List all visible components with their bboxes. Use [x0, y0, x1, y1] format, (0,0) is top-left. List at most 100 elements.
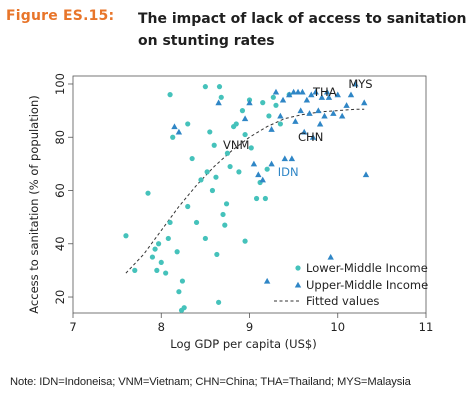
lower-middle-point [202, 235, 208, 242]
lower-middle-point [198, 177, 204, 183]
upper-middle-point [241, 115, 249, 122]
upper-middle-point [312, 88, 319, 95]
upper-middle-point [268, 160, 275, 167]
upper-middle-point [327, 253, 334, 260]
lower-middle-point [264, 166, 270, 172]
x-tick-label: 10 [330, 320, 345, 334]
y-axis-title: Access to sanitation (% of population) [27, 95, 41, 313]
upper-middle-point [343, 102, 350, 108]
lower-middle-point [185, 203, 191, 210]
lower-middle-point [202, 84, 208, 90]
upper-middle-point [321, 112, 328, 119]
y-tick-label: 100 [53, 73, 67, 95]
lower-middle-point [154, 267, 160, 273]
x-tick-label: 11 [419, 320, 434, 334]
upper-middle-point [175, 128, 183, 135]
upper-middle-point [279, 96, 287, 103]
upper-middle-point [303, 96, 311, 103]
upper-middle-point [255, 171, 262, 178]
y-tick-label: 80 [53, 130, 67, 145]
legend-upper-middle-marker [294, 281, 302, 288]
upper-middle-point [171, 123, 178, 130]
country-label: MYS [348, 77, 372, 91]
upper-middle-point [316, 120, 324, 127]
upper-middle-point [259, 176, 266, 183]
fitted-line [125, 108, 365, 274]
lower-middle-point [270, 94, 276, 100]
lower-middle-point [152, 246, 158, 252]
lower-middle-point [156, 241, 162, 247]
lower-middle-point [204, 169, 210, 175]
lower-middle-point [242, 131, 248, 138]
country-label: THA [312, 85, 337, 99]
footnote: Note: IDN=Indoneisa; VNM=Vietnam; CHN=Ch… [10, 376, 411, 388]
upper-middle-point [362, 171, 370, 178]
lower-middle-point [193, 219, 200, 226]
lower-middle-point [227, 163, 233, 170]
lower-middle-point [179, 278, 186, 284]
upper-middle-point [308, 91, 315, 98]
y-tick-label: 60 [53, 183, 67, 198]
lower-middle-point [181, 305, 187, 311]
lower-middle-point [220, 211, 226, 218]
upper-middle-point [315, 107, 322, 114]
upper-middle-point [292, 118, 299, 124]
x-tick-label: 7 [69, 320, 76, 334]
upper-middle-point [306, 110, 313, 116]
lower-middle-point [163, 270, 169, 276]
upper-middle-point [297, 107, 304, 114]
upper-middle-point [290, 88, 297, 95]
lower-middle-point [262, 195, 268, 202]
lower-middle-point [123, 233, 129, 239]
upper-middle-point [334, 91, 341, 98]
upper-middle-point [263, 277, 271, 284]
lower-middle-point [145, 190, 151, 196]
x-tick-label: 8 [158, 320, 165, 334]
lower-middle-point [222, 222, 228, 228]
upper-middle-point [361, 99, 368, 106]
lower-middle-point [214, 251, 220, 258]
lower-middle-point [170, 134, 176, 140]
upper-middle-point [330, 110, 337, 116]
lower-middle-point [224, 150, 231, 156]
upper-middle-point [215, 99, 222, 106]
lower-middle-point [165, 235, 171, 242]
lower-middle-point [223, 201, 230, 207]
upper-middle-point [299, 88, 306, 95]
upper-middle-point [352, 80, 359, 87]
lower-middle-point [277, 121, 283, 127]
lower-middle-point [213, 174, 219, 180]
upper-middle-point [250, 160, 258, 167]
legend-lower-middle-marker [295, 265, 301, 271]
lower-middle-point [239, 108, 246, 114]
lower-middle-point [176, 289, 182, 295]
lower-middle-point [211, 142, 217, 148]
upper-middle-point [277, 112, 284, 119]
upper-middle-point [325, 94, 333, 100]
upper-middle-point [286, 91, 293, 98]
lower-middle-point [132, 267, 138, 273]
lower-middle-point [216, 299, 222, 305]
lower-middle-point [248, 145, 254, 151]
legend-lower-middle-label: Lower-Middle Income [306, 261, 428, 275]
country-label: CHN [298, 130, 323, 144]
lower-middle-point [189, 155, 195, 162]
lower-middle-point [253, 195, 260, 202]
upper-middle-point [246, 99, 253, 106]
x-axis-title: Log GDP per capita (US$) [170, 337, 316, 351]
upper-middle-point [272, 88, 280, 95]
country-label: IDN [278, 165, 299, 179]
upper-middle-point [323, 88, 331, 95]
x-tick-label: 9 [246, 320, 253, 334]
upper-middle-point [318, 94, 326, 100]
lower-middle-point [242, 238, 248, 244]
country-label: VNM [223, 138, 249, 152]
lower-middle-point [233, 121, 239, 127]
lower-middle-point [185, 121, 191, 127]
upper-middle-point [288, 155, 296, 162]
lower-middle-point [149, 254, 156, 260]
lower-middle-point [174, 249, 180, 255]
upper-middle-point [268, 126, 275, 132]
upper-middle-point [294, 88, 302, 95]
